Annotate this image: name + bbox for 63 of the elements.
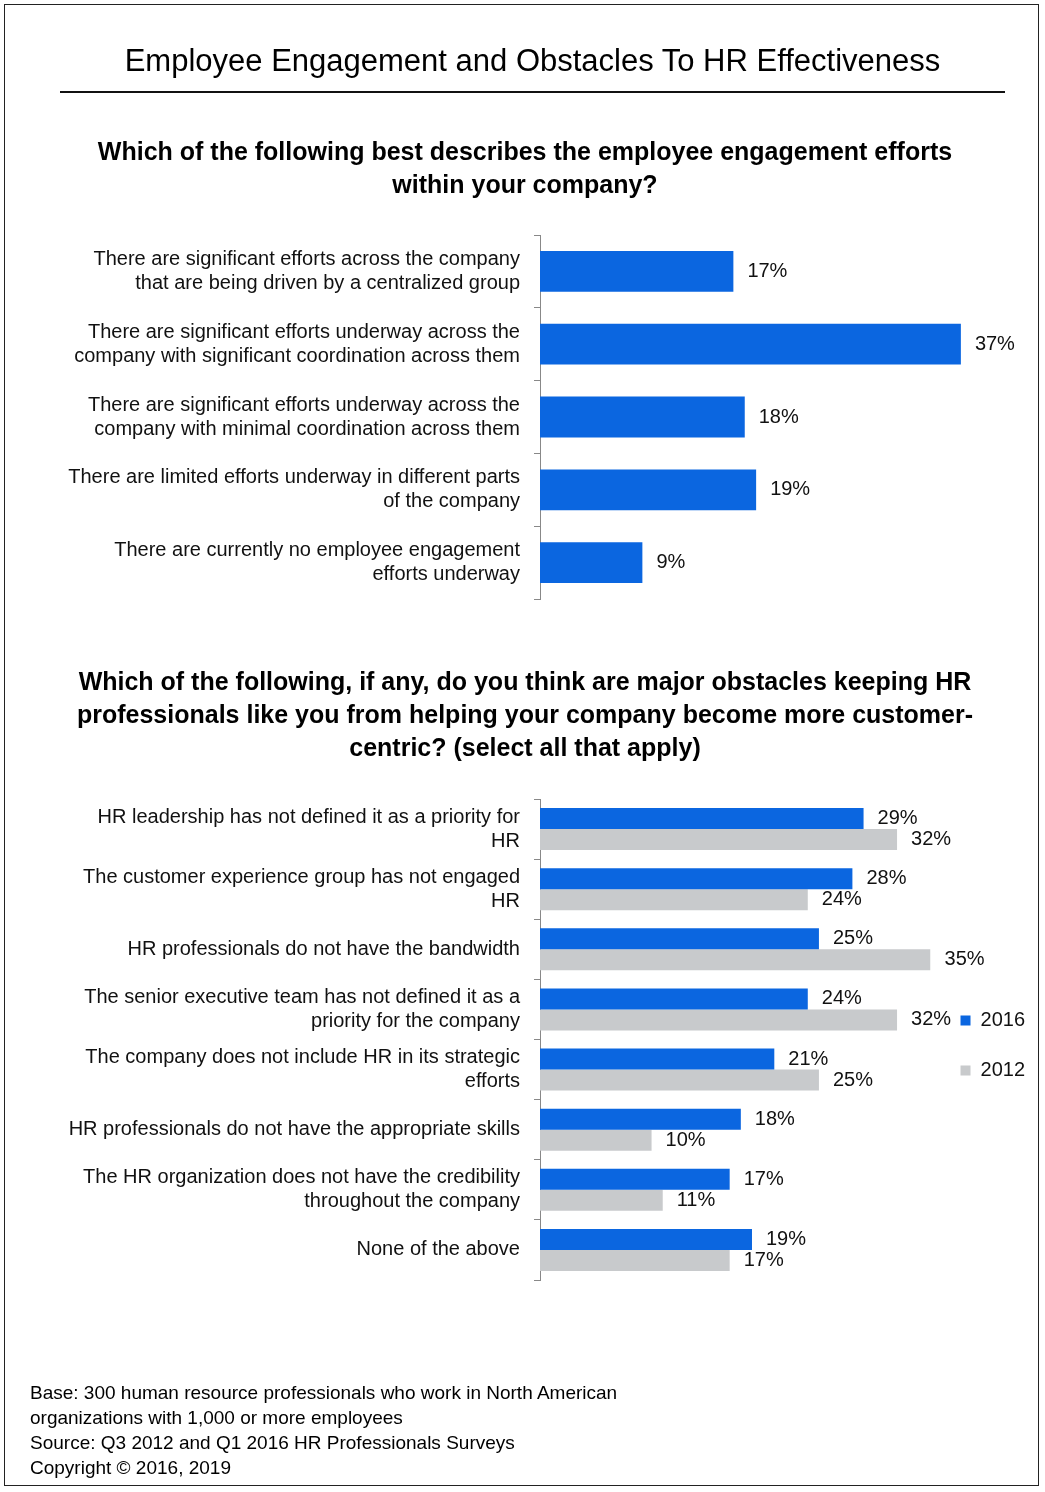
data-label: 25% bbox=[832, 1067, 874, 1090]
data-label: 37% bbox=[974, 331, 1016, 354]
data-label: 25% bbox=[832, 926, 874, 949]
y-tick-label: There are significant efforts underway across the company with minimal coordination across them bbox=[87, 392, 520, 439]
y-tick-label: The senior executive team has not defined it as a priority for the company bbox=[84, 984, 521, 1031]
y-tick-label: HR professionals do not have the bandwidth bbox=[127, 936, 520, 959]
data-label: 18% bbox=[754, 1106, 796, 1129]
bar bbox=[540, 889, 808, 911]
bar bbox=[540, 829, 898, 851]
data-label: 9% bbox=[656, 550, 686, 573]
data-label: 21% bbox=[788, 1046, 829, 1069]
bar bbox=[540, 1069, 819, 1091]
data-label: 19% bbox=[765, 1226, 807, 1249]
text: Base: 300 human resource professionals who work in North American organizations with 1,000 or more employees bbox=[30, 1381, 619, 1430]
data-label: 11% bbox=[676, 1187, 716, 1210]
data-label: 35% bbox=[944, 947, 985, 970]
data-label: 29% bbox=[877, 806, 918, 829]
y-tick-label: HR professionals do not have the appropriate skills bbox=[68, 1117, 520, 1140]
chart-title: Employee Engagement and Obstacles To HR Effectiveness bbox=[60, 43, 1005, 93]
y-tick-label: None of the above bbox=[356, 1237, 520, 1260]
y-tick-label: There are significant efforts across the company that are being driven by a centralized group bbox=[93, 246, 520, 293]
bar bbox=[540, 396, 745, 438]
bar bbox=[540, 323, 961, 365]
data-label: 10% bbox=[665, 1127, 706, 1150]
data-label: 24% bbox=[821, 986, 863, 1009]
data-label: 17% bbox=[743, 1166, 784, 1189]
chart-title: Which of the following, if any, do you think are major obstacles keeping HR professionals like you from helping your company become more customer-centric? (select all that apply) bbox=[75, 666, 974, 763]
y-tick-label: The HR organization does not have the credibility throughout the company bbox=[83, 1165, 520, 1212]
y-tick-label: The customer experience group has not engaged HR bbox=[83, 864, 520, 911]
data-label: 28% bbox=[866, 866, 907, 889]
bar bbox=[540, 251, 734, 292]
bar bbox=[540, 1108, 741, 1130]
y-tick-label: There are limited efforts underway in different parts of the company bbox=[68, 465, 520, 512]
bar bbox=[540, 1129, 652, 1151]
y-tick-label: HR leadership has not defined it as a priority for HR bbox=[97, 804, 521, 851]
y-tick-label: There are significant efforts underway across the company with significant coordination across them bbox=[74, 319, 520, 366]
bar bbox=[540, 1048, 775, 1070]
data-label: 19% bbox=[770, 477, 811, 500]
legend-label: 2012 bbox=[980, 1058, 1026, 1081]
data-label: 24% bbox=[821, 887, 863, 910]
bar bbox=[540, 1168, 730, 1190]
bar bbox=[540, 1009, 898, 1031]
bar bbox=[540, 542, 643, 583]
text: Copyright © 2016, 2019 bbox=[30, 1456, 232, 1480]
data-label: 17% bbox=[743, 1247, 784, 1270]
data-label: 32% bbox=[911, 1007, 952, 1030]
bar bbox=[540, 988, 808, 1010]
y-tick-label: The company does not include HR in its strategic efforts bbox=[85, 1045, 520, 1092]
data-label: 32% bbox=[911, 827, 952, 850]
bar bbox=[540, 949, 931, 971]
bar bbox=[540, 868, 853, 890]
bar bbox=[540, 1249, 730, 1271]
bar bbox=[540, 808, 864, 830]
source-note: Source: Q3 2012 and Q1 2016 HR Professionals Surveys bbox=[30, 1431, 516, 1455]
bar bbox=[540, 469, 757, 511]
bar bbox=[540, 1228, 752, 1250]
legend-label: 2016 bbox=[980, 1008, 1026, 1031]
chart-subtitle: Which of the following best describes the employee engagement efforts within your company? bbox=[96, 136, 954, 200]
data-label: 17% bbox=[747, 258, 788, 281]
bar bbox=[540, 1189, 663, 1211]
y-tick-label: There are currently no employee engagement efforts underway bbox=[114, 538, 521, 585]
data-label: 18% bbox=[758, 404, 799, 427]
bar bbox=[540, 928, 819, 950]
